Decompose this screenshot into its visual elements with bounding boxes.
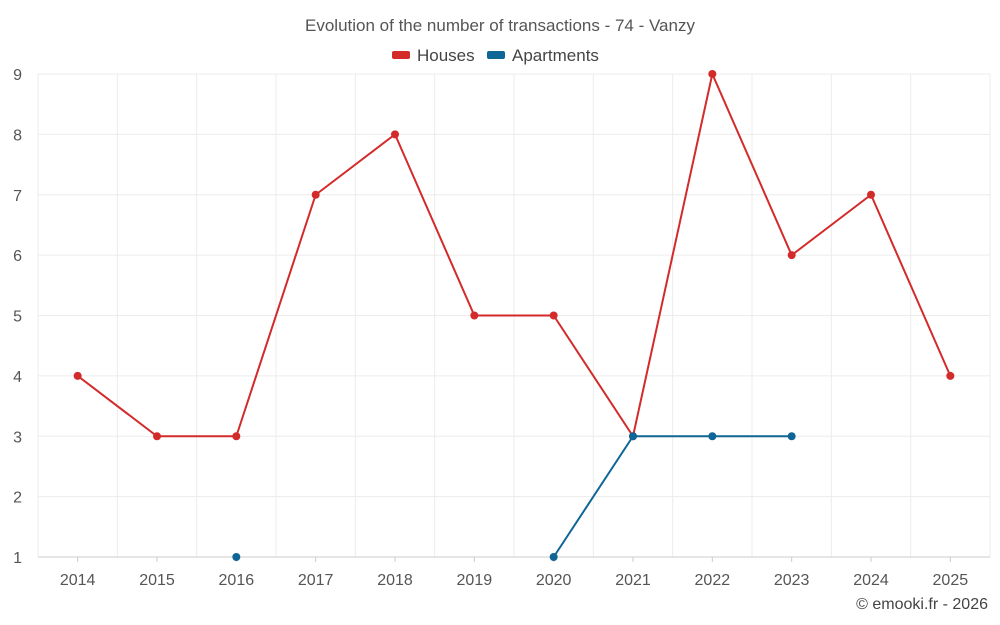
y-tick-label: 8 — [13, 127, 22, 144]
credit-text: © emooki.fr - 2026 — [856, 596, 988, 613]
grid — [37, 73, 991, 557]
data-point-houses[interactable] — [232, 432, 241, 441]
y-tick-label: 5 — [13, 309, 22, 326]
data-point-houses[interactable] — [73, 371, 82, 380]
x-tick-label: 2021 — [615, 572, 651, 589]
x-tick-label: 2020 — [536, 572, 572, 589]
y-tick-label: 3 — [13, 429, 22, 446]
x-tick-label: 2025 — [933, 572, 969, 589]
data-point-houses[interactable] — [708, 70, 717, 78]
x-tick-label: 2015 — [139, 572, 175, 589]
data-point-apartments[interactable] — [232, 553, 241, 561]
y-tick-label: 7 — [13, 188, 22, 205]
data-point-houses[interactable] — [391, 130, 399, 139]
data-point-apartments[interactable] — [708, 432, 717, 441]
y-tick-label: 6 — [13, 248, 22, 265]
data-point-houses[interactable] — [946, 371, 955, 380]
x-tick-label: 2024 — [853, 572, 889, 589]
x-tick-label: 2019 — [457, 572, 493, 589]
data-point-houses[interactable] — [867, 190, 875, 199]
x-tick-label: 2023 — [774, 572, 810, 589]
y-tick-label: 1 — [13, 550, 22, 567]
data-point-houses[interactable] — [470, 311, 479, 320]
x-axis: 2014 2015 2016 2017 2018 2019 2020 2021 2022 2023… — [38, 556, 990, 589]
series-line-apartments — [552, 435, 792, 558]
x-tick-label: 2017 — [298, 572, 334, 589]
data-point-houses[interactable] — [549, 311, 558, 320]
y-tick-label: 2 — [13, 490, 22, 507]
legend: Houses Apartments — [392, 46, 599, 65]
data-point-houses[interactable] — [153, 432, 161, 441]
data-point-apartments[interactable] — [549, 553, 558, 561]
x-tick-label: 2018 — [377, 572, 413, 589]
series-apartments — [232, 432, 796, 561]
legend-swatch-houses — [392, 51, 410, 59]
x-tick-label: 2014 — [60, 572, 96, 589]
x-tick-label: 2022 — [695, 572, 731, 589]
y-tick-label: 9 — [13, 67, 22, 84]
chart-title: Evolution of the number of transactions … — [305, 16, 695, 35]
legend-label-houses[interactable]: Houses — [417, 46, 475, 65]
data-point-apartments[interactable] — [787, 432, 796, 441]
data-point-houses[interactable] — [787, 251, 796, 260]
series-layer — [73, 70, 955, 561]
series-line-houses — [77, 73, 952, 438]
data-point-houses[interactable] — [311, 190, 320, 199]
x-tick-label: 2016 — [219, 572, 255, 589]
y-tick-label: 4 — [13, 369, 22, 386]
legend-swatch-apartments — [487, 51, 505, 59]
data-point-apartments[interactable] — [629, 432, 637, 441]
legend-label-apartments[interactable]: Apartments — [512, 46, 599, 65]
y-axis: 1 2 3 4 5 6 7 8 9 — [13, 67, 22, 567]
